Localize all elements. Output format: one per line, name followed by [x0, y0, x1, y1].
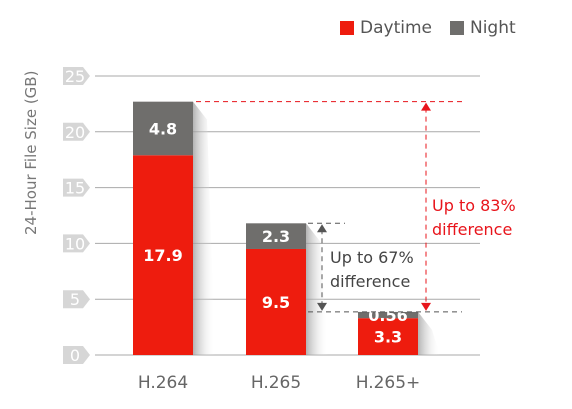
bar-night-value-label: 2.3: [262, 227, 290, 246]
bar-daytime-value-label: 17.9: [143, 246, 182, 265]
y-tick-badge: [63, 178, 90, 197]
y-tick-label: 15: [65, 179, 85, 198]
bar-night: [133, 101, 193, 156]
annotation-67-arrow-head-bottom: [317, 302, 327, 311]
legend-swatch-daytime: [340, 21, 354, 35]
bar-daytime: [246, 248, 306, 355]
legend-label-daytime: Daytime: [360, 18, 432, 38]
legend-swatch-night: [449, 21, 464, 35]
y-tick-label: 25: [65, 67, 85, 86]
x-tick-label: H.265: [251, 373, 301, 393]
annotation-83-text-line1: Up to 83%: [432, 196, 516, 215]
y-tick-badge: [63, 290, 90, 309]
x-tick-label: H.265+: [356, 373, 421, 393]
y-tick-label: 10: [65, 234, 85, 253]
annotation-83-arrow-head-bottom: [421, 302, 431, 311]
y-tick-label: 0: [70, 346, 80, 365]
annotation-67-text-line2: difference: [330, 272, 410, 291]
annotation-83-text-line2: difference: [432, 220, 512, 239]
y-tick-label: 20: [65, 123, 85, 142]
annotation-83-arrow-head-top: [421, 102, 431, 111]
y-tick-label: 5: [70, 290, 80, 309]
annotation-67-text-line1: Up to 67%: [330, 248, 414, 267]
y-tick-badge: [63, 234, 90, 253]
bar-night: [358, 311, 418, 319]
annotation-67-arrow-head-top: [317, 224, 327, 233]
bar-night: [246, 223, 306, 249]
bar-shadow: [306, 223, 328, 355]
bar-daytime-value-label: 9.5: [262, 293, 290, 312]
bar-shadow: [418, 311, 440, 355]
y-tick-badge: [63, 346, 90, 364]
legend-item-night: Night: [449, 18, 516, 38]
bar-daytime: [133, 155, 193, 355]
y-axis-label: 24-Hour File Size (GB): [22, 70, 40, 235]
legend-label-night: Night: [469, 18, 516, 38]
bar-night-value-label: 4.8: [149, 119, 177, 138]
legend: Daytime Night: [340, 18, 534, 38]
y-tick-badge: [63, 122, 90, 141]
bar-shadow: [193, 101, 215, 355]
bar-daytime-value-label: 3.3: [374, 328, 402, 347]
bar-night-value-label: 0.56: [368, 306, 407, 325]
y-tick-badge: [63, 67, 90, 85]
x-tick-label: H.264: [138, 373, 188, 393]
legend-item-daytime: Daytime: [340, 18, 432, 38]
bar-daytime: [358, 318, 418, 355]
